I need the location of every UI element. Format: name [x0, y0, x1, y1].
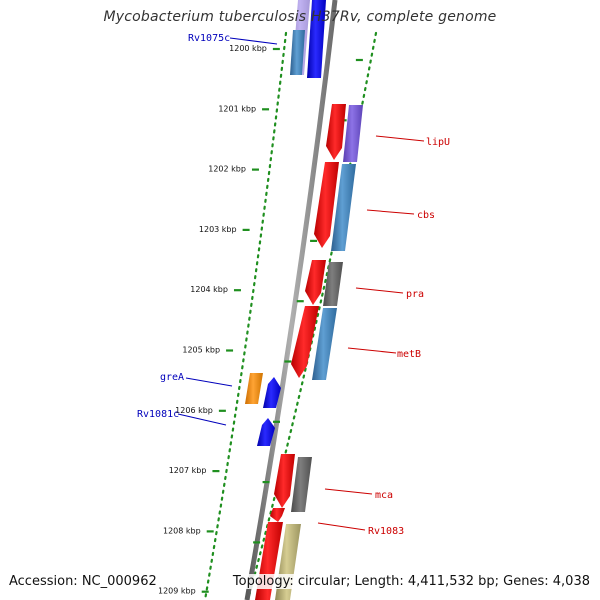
tick-label: 1202 kbp	[208, 165, 246, 174]
label-Rv1081c[interactable]: Rv1081c	[137, 409, 179, 420]
tick-label: 1208 kbp	[163, 526, 201, 535]
tick-label: 1205 kbp	[182, 346, 220, 355]
tick-labels: 1200 kbp 1201 kbp 1202 kbp 1203 kbp 1204 kbp…	[158, 44, 267, 596]
label-mca[interactable]: mca	[375, 490, 393, 501]
gene-pra[interactable]	[305, 260, 343, 306]
accession-text: Accession: NC_000962	[7, 574, 159, 589]
gene-greA[interactable]	[245, 373, 281, 408]
tick-label: 1207 kbp	[169, 466, 207, 475]
gene-lipU[interactable]	[326, 104, 363, 162]
gene-cbs[interactable]	[314, 162, 356, 251]
gene-metB[interactable]	[291, 306, 337, 380]
genome-summary-text: Topology: circular; Length: 4,411,532 bp…	[230, 574, 592, 589]
label-metB[interactable]: metB	[397, 349, 421, 360]
tick-label: 1204 kbp	[190, 285, 228, 294]
gene-Rv1081c[interactable]	[257, 418, 275, 446]
label-Rv1083[interactable]: Rv1083	[368, 526, 404, 537]
tick-label: 1206 kbp	[175, 406, 213, 415]
gene-small-red[interactable]	[270, 508, 285, 522]
label-cbs[interactable]: cbs	[417, 210, 435, 221]
label-leader-lines	[177, 37, 425, 531]
genome-backbone	[244, 0, 338, 600]
tick-label: 1201 kbp	[218, 104, 256, 113]
tick-label: 1203 kbp	[199, 225, 237, 234]
label-greA[interactable]: greA	[160, 372, 184, 383]
genome-title: Mycobacterium tuberculosis H37Rv, comple…	[103, 9, 497, 25]
tick-label: 1200 kbp	[229, 44, 267, 53]
tick-marks	[201, 47, 280, 593]
label-Rv1075c[interactable]: Rv1075c	[188, 33, 230, 44]
label-lipU[interactable]: lipU	[426, 137, 450, 148]
label-pra[interactable]: pra	[406, 289, 424, 300]
gene-Rv1075c[interactable]	[290, 0, 326, 78]
gene-mca[interactable]	[274, 454, 312, 512]
tick-label: 1209 kbp	[158, 587, 196, 596]
